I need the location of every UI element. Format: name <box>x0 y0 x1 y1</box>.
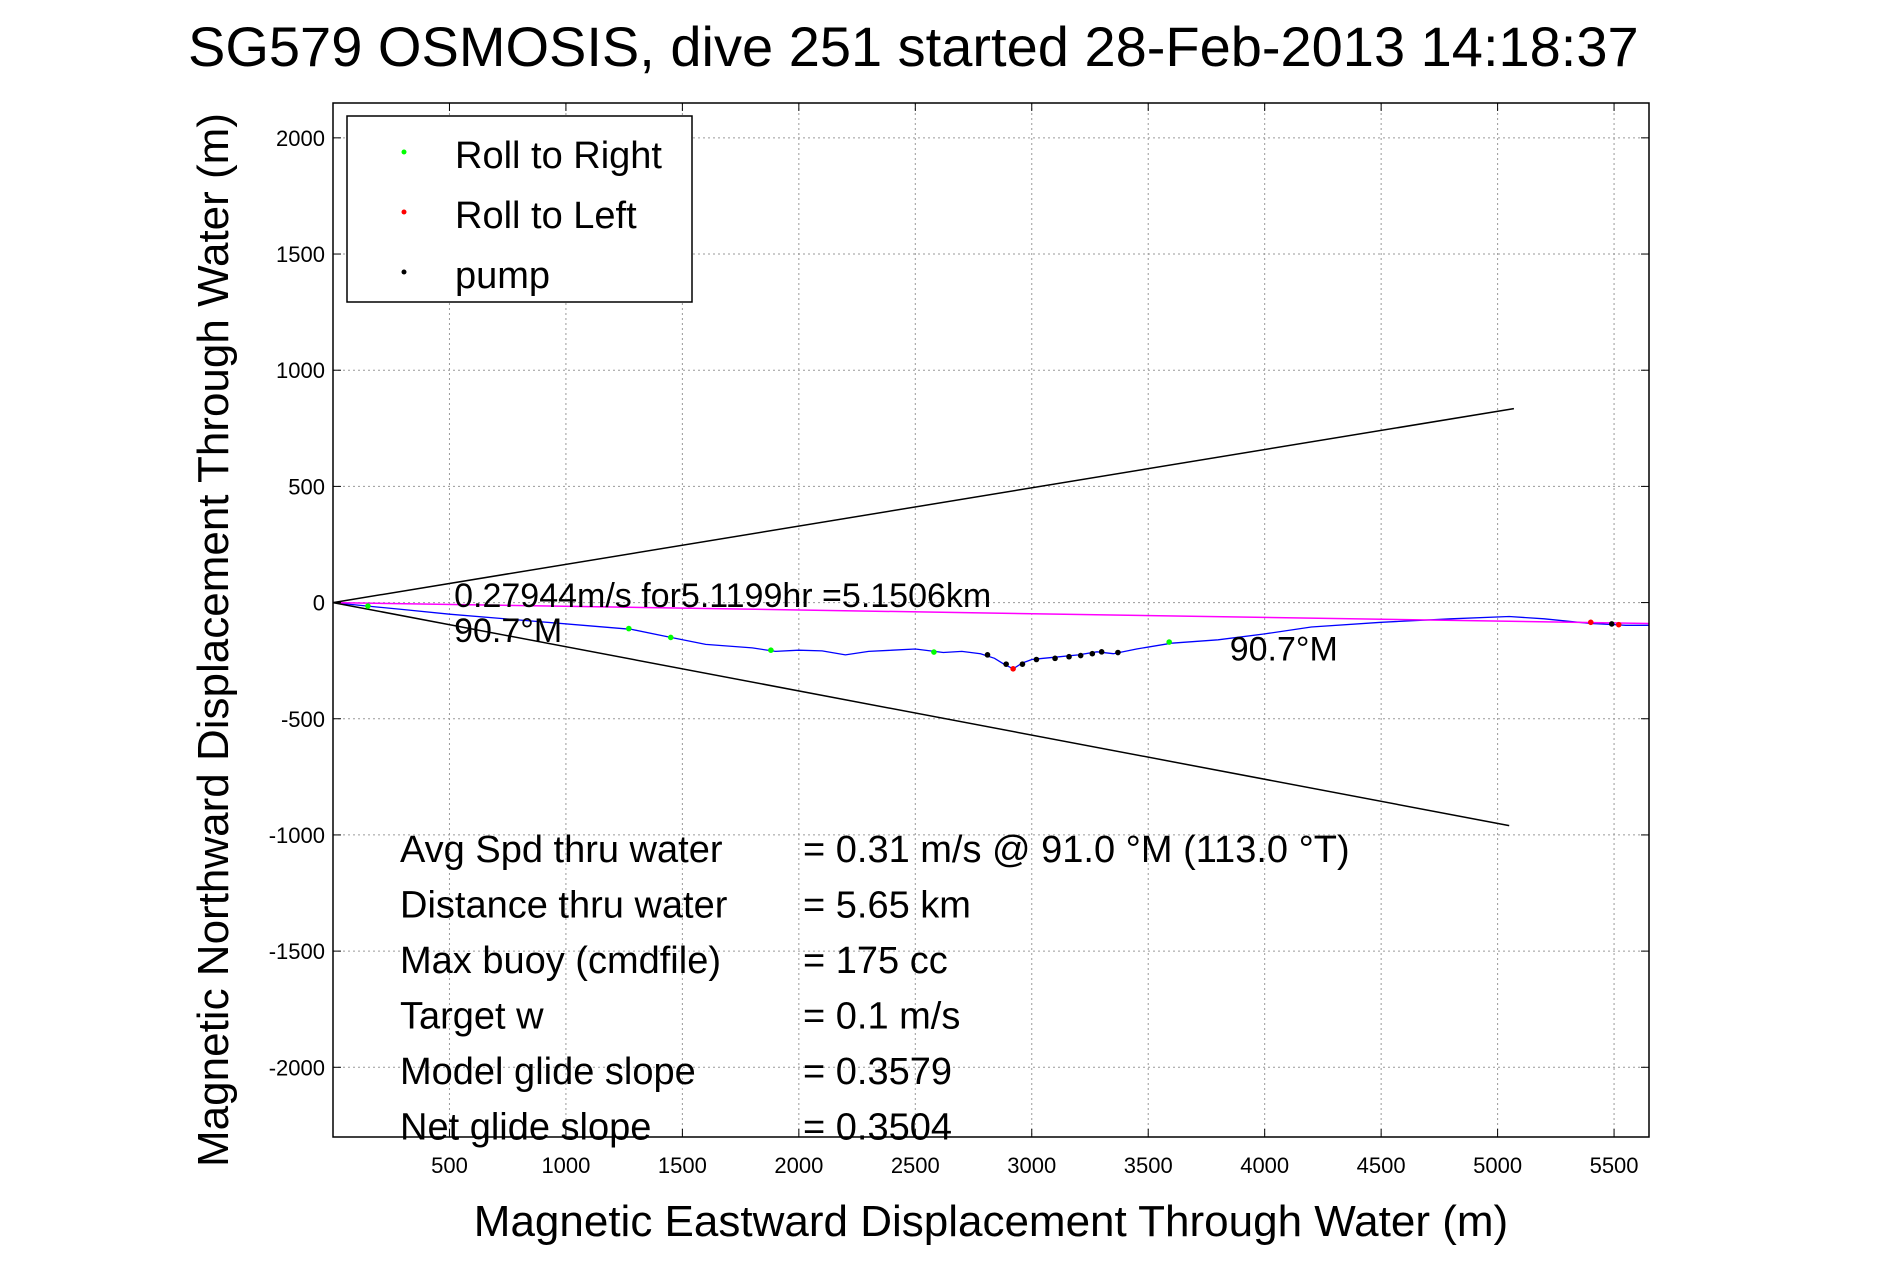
annotation-text: 0.27944m/s for5.1199hr =5.1506km <box>454 577 991 615</box>
roll-right-marker <box>626 625 632 632</box>
pump-marker <box>1077 652 1084 659</box>
stat-value: = 0.3504 <box>803 1107 952 1149</box>
grid <box>333 103 1649 1137</box>
stat-label: Distance thru water <box>400 885 728 927</box>
lower-bound-line <box>332 601 1510 827</box>
x-tick-label: 3500 <box>1124 1153 1173 1178</box>
y-tick-label: 500 <box>288 474 325 499</box>
chart-title: SG579 OSMOSIS, dive 251 started 28-Feb-2… <box>188 15 1639 78</box>
y-axis-label: Magnetic Northward Displacement Through … <box>189 113 238 1167</box>
x-tick-label: 500 <box>431 1153 468 1178</box>
legend-entry: Roll to Left <box>455 195 637 237</box>
x-tick-label: 4000 <box>1240 1153 1289 1178</box>
x-tick-label: 1500 <box>658 1153 707 1178</box>
roll-left-marker <box>1615 621 1622 628</box>
net-displacement-line <box>332 601 1650 625</box>
upper-bound-line <box>332 407 1515 604</box>
stat-value: = 175 cc <box>803 940 948 982</box>
legend-entry: pump <box>455 255 550 297</box>
pump-marker <box>1608 621 1615 627</box>
tick-labels: 500 1000 1500 2000 2500 3000 3500 4000 4500 5000 5… <box>269 103 1649 1178</box>
x-tick-label: 2500 <box>891 1153 940 1178</box>
roll-left-marker <box>1587 619 1594 626</box>
stat-value: = 5.65 km <box>803 885 971 927</box>
x-axis-label: Magnetic Eastward Displacement Through W… <box>474 1197 1508 1246</box>
roll-right-marker <box>365 603 371 609</box>
y-tick-label: 0 <box>313 591 325 616</box>
x-tick-label: 2000 <box>774 1153 823 1178</box>
legend-marker <box>401 269 407 275</box>
pump-marker <box>1098 649 1105 655</box>
legend-entry: Roll to Right <box>455 135 662 177</box>
x-tick-label: 3000 <box>1007 1153 1056 1178</box>
pump-marker <box>1003 661 1009 667</box>
pump-marker <box>1019 661 1026 667</box>
stat-label: Model glide slope <box>400 1051 696 1093</box>
y-tick-label: -1500 <box>269 939 325 964</box>
y-tick-label: 1000 <box>276 358 325 383</box>
x-tick-label: 1000 <box>541 1153 590 1178</box>
x-tick-label: 5500 <box>1590 1153 1639 1178</box>
plot-frame <box>332 102 1650 1138</box>
data-layer <box>332 407 1650 827</box>
pump-marker <box>1115 649 1121 656</box>
roll-right-marker <box>768 647 774 654</box>
annotation-text: 90.7°M <box>454 612 562 650</box>
roll-right-marker <box>931 649 937 655</box>
pump-marker <box>1089 650 1096 657</box>
stat-label: Target w <box>400 996 544 1038</box>
y-tick-label: 2000 <box>276 126 325 151</box>
legend-marker <box>401 149 407 155</box>
annotation-text: 90.7°M <box>1230 631 1338 669</box>
y-tick-label: -2000 <box>269 1055 325 1080</box>
legend-marker <box>401 209 407 215</box>
roll-right-marker <box>1166 639 1172 645</box>
y-tick-label: 1500 <box>276 242 325 267</box>
x-tick-label: 4500 <box>1357 1153 1406 1178</box>
stat-label: Max buoy (cmdfile) <box>400 940 721 982</box>
stat-label: Avg Spd thru water <box>400 829 723 871</box>
y-tick-label: -500 <box>281 707 325 732</box>
legend: Roll to Right Roll to Left pump <box>346 115 693 303</box>
x-tick-label: 5000 <box>1473 1153 1522 1178</box>
pump-marker <box>1052 655 1058 662</box>
stat-value: = 0.3579 <box>803 1051 952 1093</box>
pump-marker <box>1066 653 1072 660</box>
pump-marker <box>984 652 991 658</box>
y-tick-label: -1000 <box>269 823 325 848</box>
stat-value: = 0.31 m/s @ 91.0 °M (113.0 °T) <box>803 829 1350 871</box>
stats-block: Avg Spd thru water = 0.31 m/s @ 91.0 °M (… <box>400 829 1350 1149</box>
pump-marker <box>1033 656 1040 663</box>
stat-value: = 0.1 m/s <box>803 996 960 1038</box>
track-line <box>332 601 1649 670</box>
roll-right-marker <box>667 634 674 641</box>
roll-left-marker <box>1010 665 1016 672</box>
stat-label: Net glide slope <box>400 1107 651 1149</box>
